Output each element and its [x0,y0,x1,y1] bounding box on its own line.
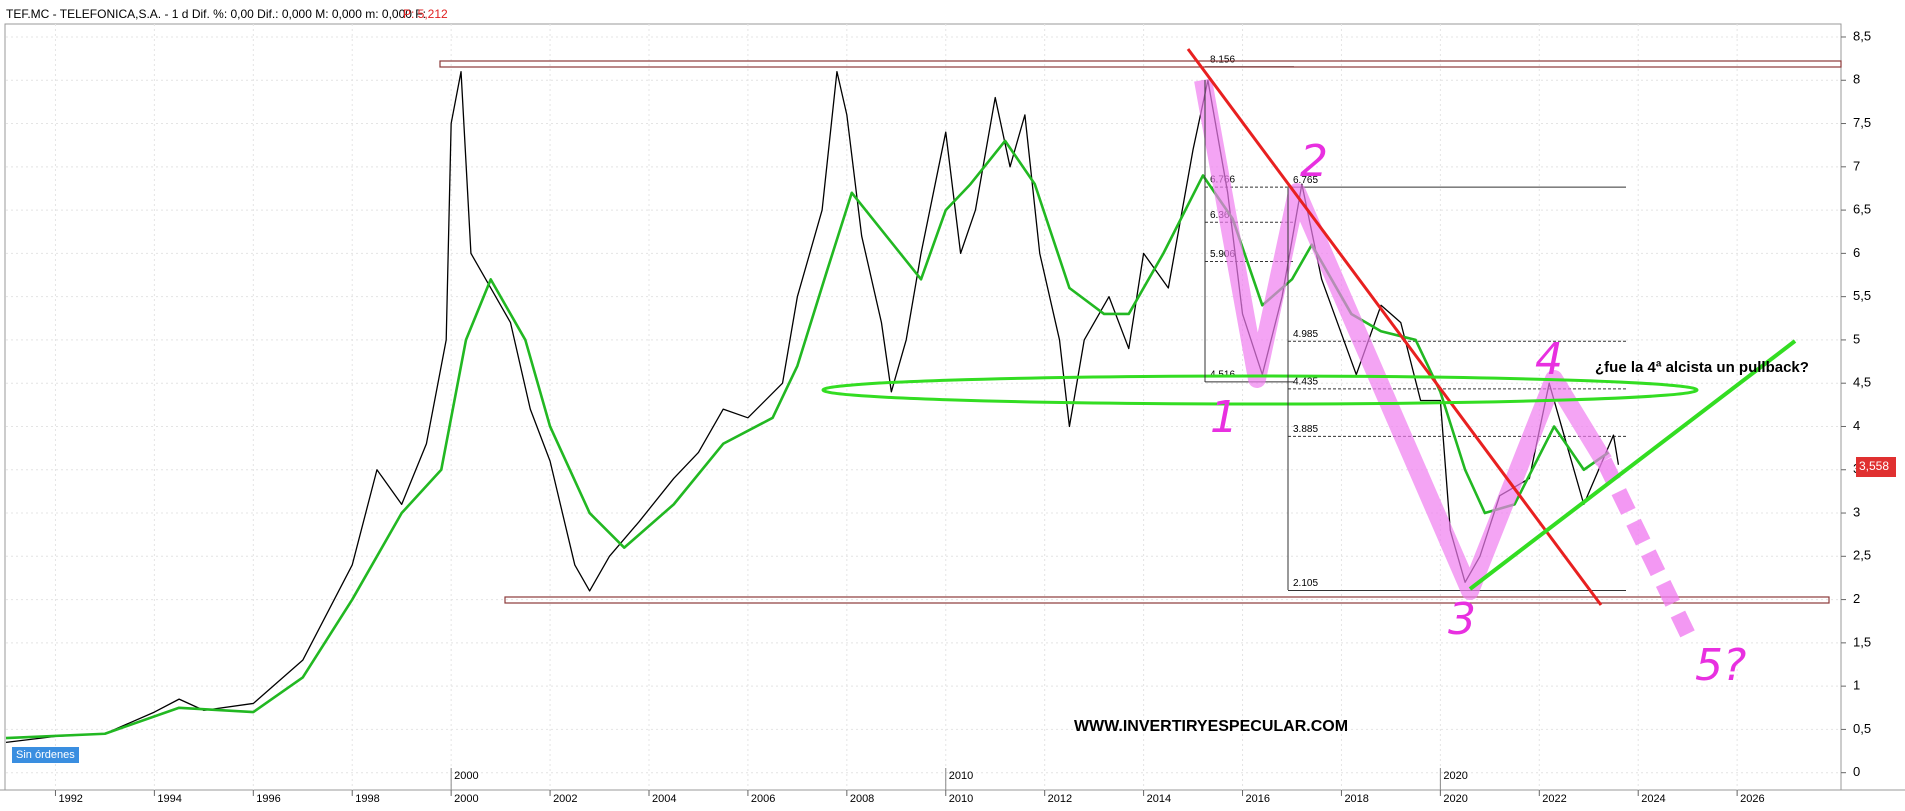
fib-label: 6.765 [1293,175,1318,186]
y-tick-label: 0 [1853,764,1860,779]
price-tag-label: 3,558 [1859,459,1889,473]
y-tick-label: 6 [1853,245,1860,260]
decade-label: 2000 [454,770,478,782]
y-tick-label: 1,5 [1853,634,1871,649]
fib-label: 4.985 [1293,329,1318,340]
wave-label: 3 [1448,594,1476,645]
series-line [5,70,1620,744]
y-tick-label: 1 [1853,678,1860,693]
wave-label: 2 [1300,136,1328,187]
y-tick-label: 2 [1853,591,1860,606]
y-tick-label: 0,5 [1853,721,1871,736]
support-ellipse [821,374,1699,406]
fib-label: 3.885 [1293,424,1318,435]
wave-band [1194,78,1612,600]
y-tick-label: 8 [1853,72,1860,87]
y-tick-label: 8,5 [1853,28,1871,43]
fib-label: 8.156 [1210,54,1235,65]
orders-label: Sin órdenes [16,749,75,761]
support-box [504,596,1830,604]
x-tick-label: 2022 [1542,793,1566,805]
x-tick-label: 2000 [454,793,478,805]
x-tick-label: 2002 [553,793,577,805]
x-tick-label: 2012 [1048,793,1072,805]
y-tick-label: 7,5 [1853,115,1871,130]
decade-label: 2020 [1443,770,1467,782]
orders-box [12,747,79,763]
x-tick-label: 2016 [1246,793,1270,805]
x-tick-label: 1992 [58,793,82,805]
resistance-box [439,60,1842,68]
y-tick-label: 5,5 [1853,288,1871,303]
x-tick-label: 1994 [157,793,181,805]
wave-label: 4 [1535,334,1563,385]
header: TEF.MC - TELEFONICA,S.A. - 1 d Dif. %: 0… [6,7,426,21]
fib-label: 2.105 [1293,578,1318,589]
x-tick-label: 2024 [1641,793,1665,805]
wave-label: 5? [1695,640,1746,691]
x-tick-label: 2010 [949,793,973,805]
wave-label: 1 [1210,392,1238,443]
y-tick-label: 7 [1853,158,1860,173]
question: ¿fue la 4ª alcista un pullback? [1595,359,1809,376]
x-tick-label: 1998 [355,793,379,805]
x-tick-label: 2020 [1443,793,1467,805]
x-tick-label: 2018 [1344,793,1368,805]
y-tick-label: 5 [1853,331,1860,346]
fib-label: 4.435 [1293,376,1318,387]
series-line [5,139,1610,740]
uptrend-line [1468,339,1797,591]
price-tag [1856,457,1896,477]
x-tick-label: 2006 [751,793,775,805]
x-tick-label: 2026 [1740,793,1764,805]
downtrend-line [1186,48,1603,606]
y-tick-label: 6,5 [1853,202,1871,217]
decade-label: 2010 [949,770,973,782]
x-tick-label: 1996 [256,793,280,805]
y-tick-label: 4,5 [1853,375,1871,390]
x-tick-label: 2004 [652,793,676,805]
fib-label: 5.906 [1210,249,1235,260]
y-tick-label: 3 [1853,504,1860,519]
website: WWW.INVERTIRYESPECULAR.COM [1074,718,1348,735]
header-price: P: 5,212 [403,7,448,21]
y-tick-label: 4 [1853,418,1860,433]
x-tick-label: 2008 [850,793,874,805]
y-tick-label: 2,5 [1853,548,1871,563]
x-tick-label: 2014 [1147,793,1171,805]
